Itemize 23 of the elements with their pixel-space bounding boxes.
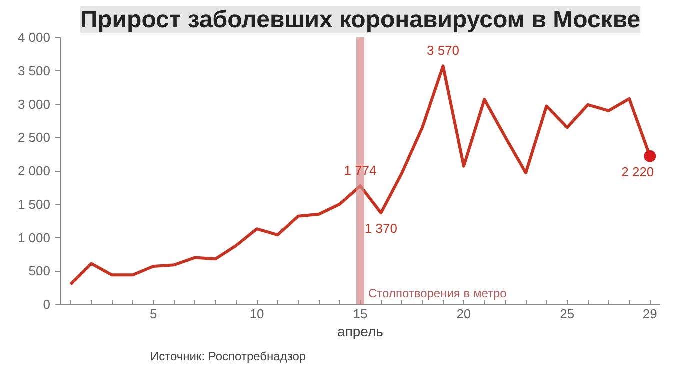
y-tick-label: 500 [28, 264, 51, 279]
y-tick-label: 1 000 [18, 230, 51, 246]
ref-line-label: Столпотворения в метро [368, 286, 508, 300]
x-axis-title: апрель [338, 324, 384, 340]
x-tick-label: 20 [456, 306, 472, 322]
y-tick-label: 4 000 [18, 30, 51, 45]
data-label: 3 570 [426, 43, 460, 58]
y-tick-label: 2 500 [18, 130, 51, 146]
y-tick-label: 1 500 [18, 196, 51, 212]
x-tick-label: 25 [560, 306, 575, 322]
x-tick-label: 5 [150, 306, 158, 322]
data-label: 1 774 [344, 163, 377, 178]
data-label: 2 220 [622, 164, 654, 180]
x-tick-label: 10 [250, 306, 264, 322]
chart-title: Прирост заболевших коронавирусом в Москве [80, 6, 641, 34]
y-tick-label: 3 500 [18, 63, 51, 78]
x-tick-label: 29 [642, 306, 658, 322]
y-tick-label: 0 [43, 297, 51, 312]
x-tick-label: 15 [353, 306, 368, 322]
y-tick-label: 3 000 [18, 96, 51, 112]
text: Источник: Роспотребнадзор [150, 350, 306, 364]
y-tick-label: 2 000 [18, 164, 51, 178]
data-label: 1 370 [364, 221, 398, 236]
